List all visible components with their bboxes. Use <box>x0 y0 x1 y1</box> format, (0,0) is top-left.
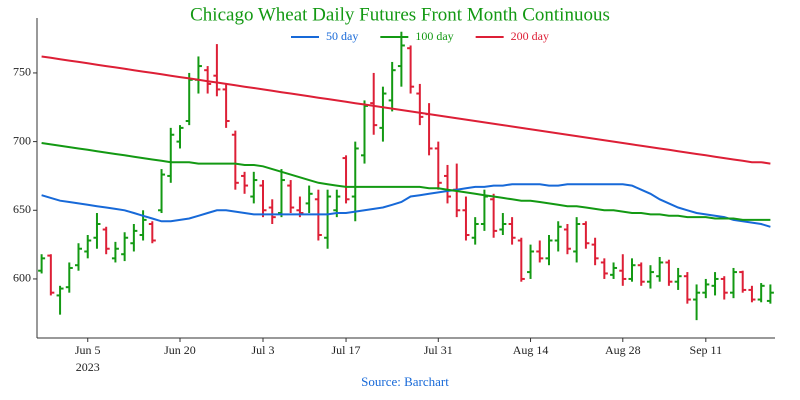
legend-label: 100 day <box>415 29 453 43</box>
moving-average-line <box>41 183 771 228</box>
x-tick-label: Sep 11 <box>690 343 723 357</box>
legend-label: 50 day <box>326 29 358 43</box>
source: Source: Barchart <box>361 374 449 389</box>
x-tick-label: Jul 31 <box>424 343 453 357</box>
x-tick-label: Jun 20 <box>164 343 196 357</box>
moving-average-line <box>41 142 771 221</box>
legend-label: 200 day <box>511 29 549 43</box>
x-tick-label: Aug 14 <box>513 343 549 357</box>
year-label: 2023 <box>76 360 100 374</box>
x-tick-label: Jul 3 <box>252 343 275 357</box>
x-tick-label: Jul 17 <box>332 343 361 357</box>
y-tick-label: 600 <box>13 271 31 285</box>
x-tick-label: Jun 5 <box>75 343 101 357</box>
y-tick-label: 700 <box>13 133 31 147</box>
y-tick-label: 750 <box>13 65 31 79</box>
x-tick-label: Aug 28 <box>605 343 641 357</box>
moving-average-line <box>41 55 771 165</box>
y-tick-label: 650 <box>13 202 31 216</box>
chart-title: Chicago Wheat Daily Futures Front Month … <box>190 4 610 25</box>
